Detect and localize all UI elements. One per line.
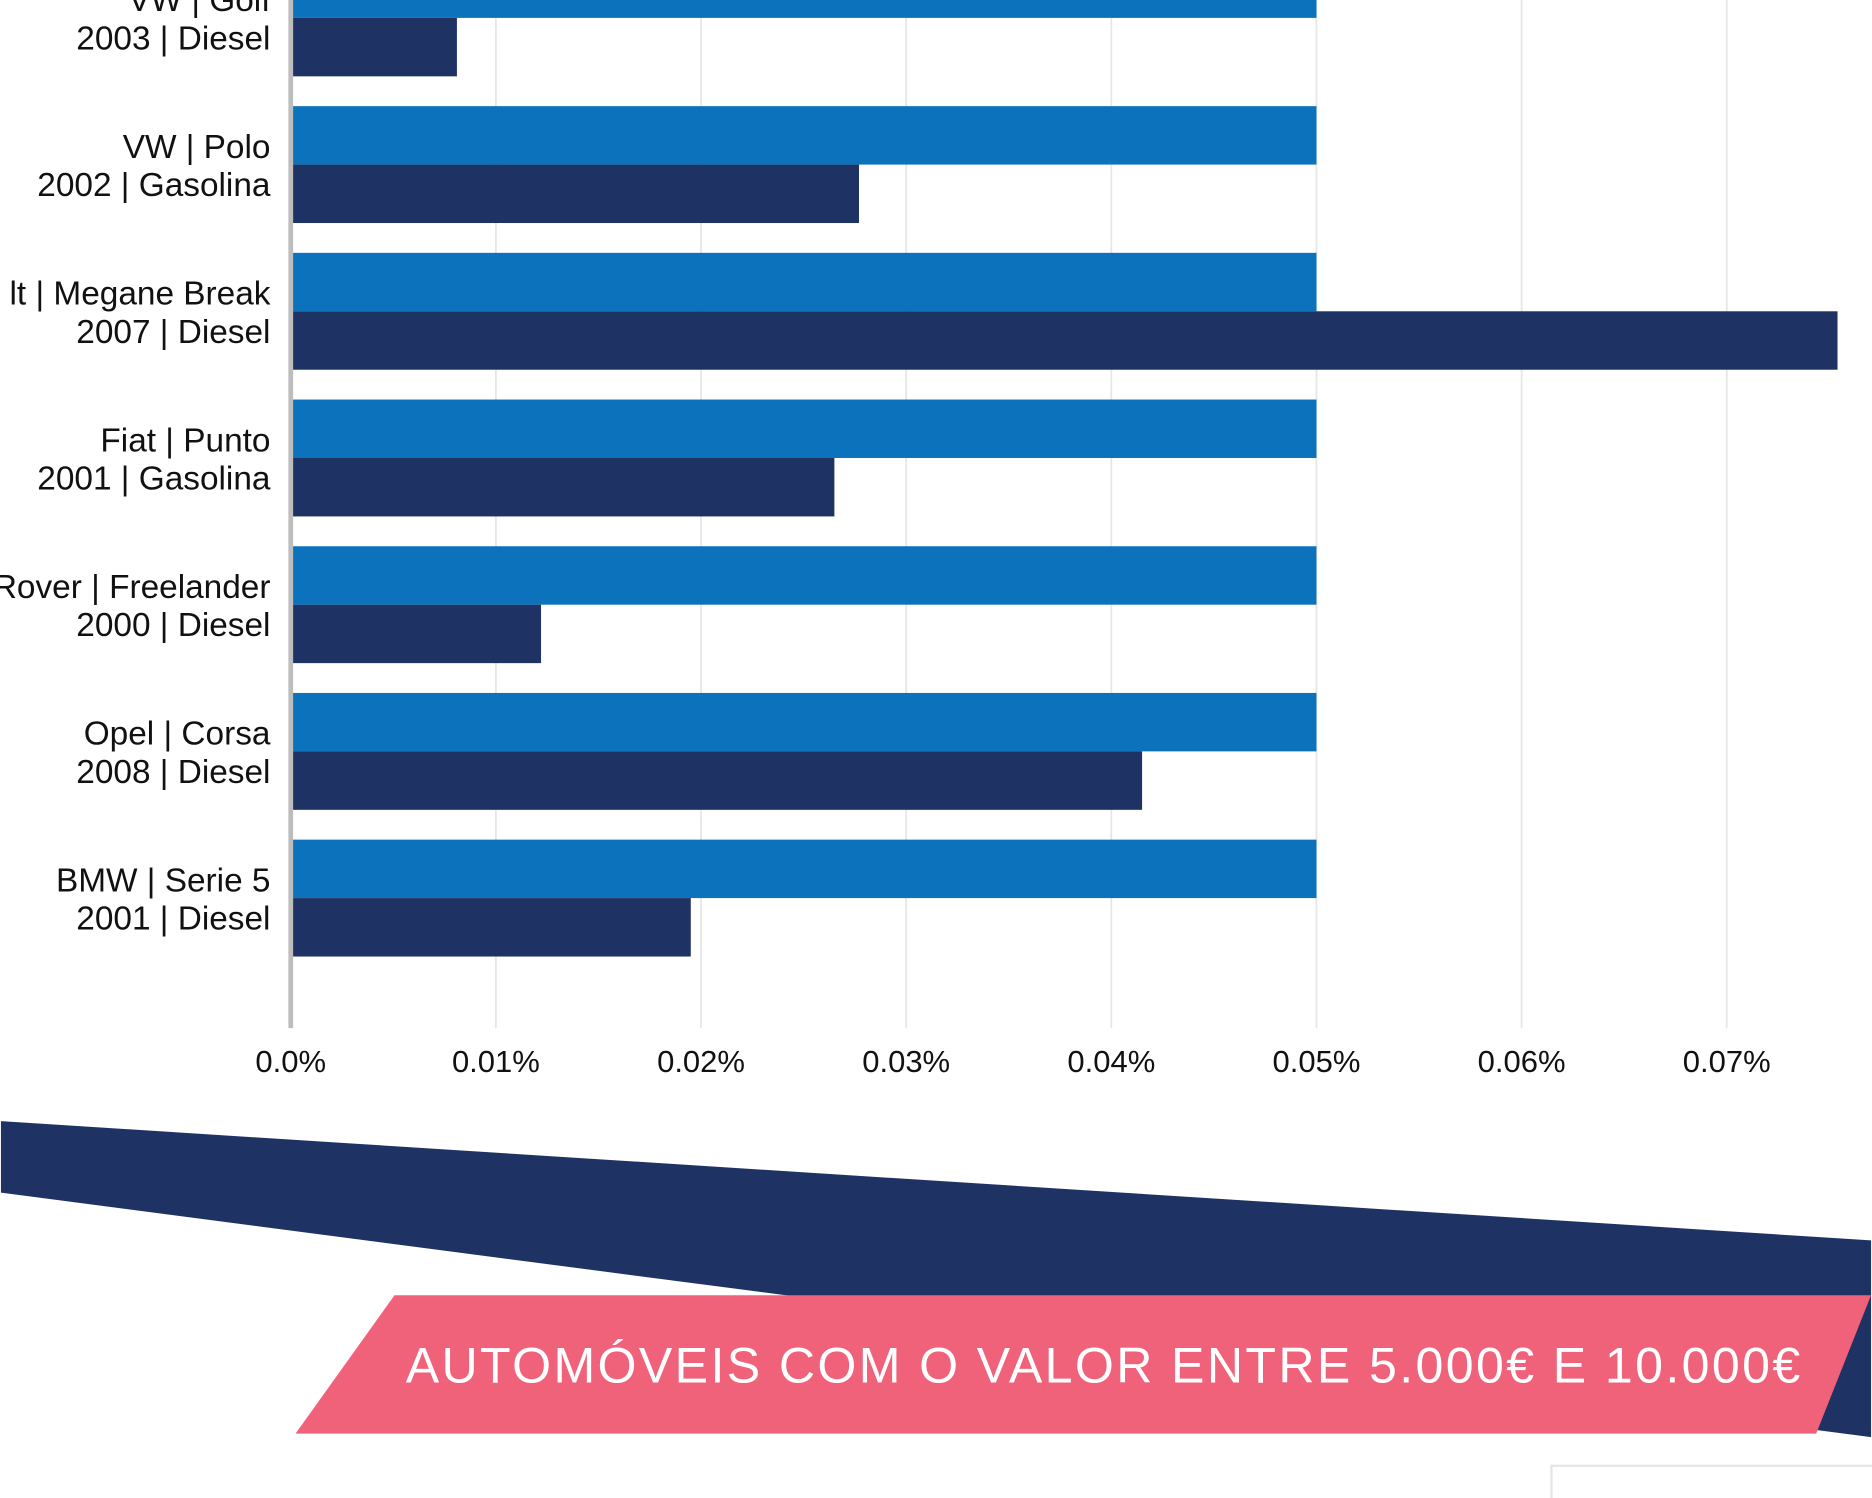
y-tick-label: VW | Golf <box>128 0 271 19</box>
bar <box>290 17 457 77</box>
y-tick-label: BMW | Serie 5 <box>56 862 271 899</box>
y-tick-label: 2001 | Gasolina <box>37 460 271 497</box>
bar <box>290 457 835 517</box>
x-tick-label: 0.02% <box>657 1044 745 1079</box>
x-tick-label: 0.07% <box>1683 1044 1771 1079</box>
bars <box>290 0 1838 957</box>
bar <box>290 399 1317 458</box>
banner <box>295 1295 1872 1434</box>
bar <box>290 252 1317 312</box>
y-tick-label: Fiat | Punto <box>100 422 270 459</box>
y-tick-label: Opel | Corsa <box>84 716 271 753</box>
y-tick-label: VW | Polo <box>123 129 271 166</box>
bar <box>290 604 542 664</box>
y-tick-label: 2003 | Diesel <box>76 20 270 57</box>
y-tick-label: lt | Megane Break <box>10 276 271 313</box>
y-tick-label: 2008 | Diesel <box>76 754 270 791</box>
x-tick-label: 0.04% <box>1067 1044 1155 1079</box>
bar <box>290 692 1317 752</box>
x-tick-label: 0.0% <box>255 1044 326 1079</box>
bar <box>290 898 691 957</box>
x-tick-label: 0.06% <box>1478 1044 1566 1079</box>
decor-box <box>1550 1464 1872 1498</box>
x-tick-label: 0.05% <box>1273 1044 1361 1079</box>
bar <box>290 311 1838 370</box>
banner-text: AUTOMÓVEIS COM O VALOR ENTRE 5.000€ E 10… <box>406 1337 1803 1393</box>
x-tick-label: 0.03% <box>862 1044 950 1079</box>
bar <box>290 164 860 224</box>
y-tick-label: 2001 | Diesel <box>76 901 270 938</box>
bar <box>290 751 1143 810</box>
x-tick-label: 0.01% <box>452 1044 540 1079</box>
bar <box>290 106 1317 165</box>
bar <box>290 0 1317 18</box>
bar <box>290 546 1317 605</box>
y-tick-label: Rover | Freelander <box>0 569 270 606</box>
y-tick-label: 2002 | Gasolina <box>37 167 271 204</box>
y-tick-label: 2007 | Diesel <box>76 314 270 351</box>
y-tick-label: 2000 | Diesel <box>76 607 270 644</box>
bar <box>290 839 1317 899</box>
